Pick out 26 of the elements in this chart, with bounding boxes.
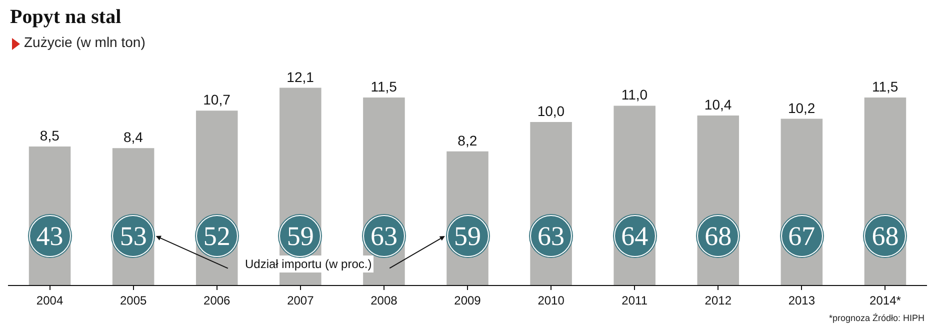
x-tick-label: 2009 [454,293,482,308]
data-label: 11,0 [621,86,648,103]
data-label: 10,4 [704,96,732,112]
annotation: Udział importu (w proc.) [245,257,372,271]
data-label: 8,5 [40,127,60,144]
x-tick-label: 2005 [120,293,147,308]
x-tick-label: 2013 [788,293,816,308]
data-label: 8,2 [458,132,478,148]
data-label: 11,5 [872,78,898,95]
x-tick-label: 2008 [370,293,398,308]
data-label: 11,5 [370,78,398,95]
data-label: 12,1 [286,68,314,85]
x-tick-label: 2014* [870,293,902,308]
data-label: 10,7 [203,92,231,108]
x-tick-label: 2011 [622,293,648,308]
data-label: 10,0 [537,103,565,120]
x-tick-label: 2004 [36,293,64,308]
x-tick-label: 2012 [704,293,732,308]
x-tick-label: 2010 [538,293,565,308]
x-tick-label: 2007 [287,293,314,308]
data-label: 8,4 [123,129,144,146]
chart-subtitle: Zużycie (w mln ton) [24,34,146,50]
chart-title: Popyt na stal [10,6,122,28]
text: *prognoza Źródło: HIPH [829,313,925,323]
data-label: 10,2 [788,100,816,116]
x-tick-label: 2006 [204,293,231,308]
